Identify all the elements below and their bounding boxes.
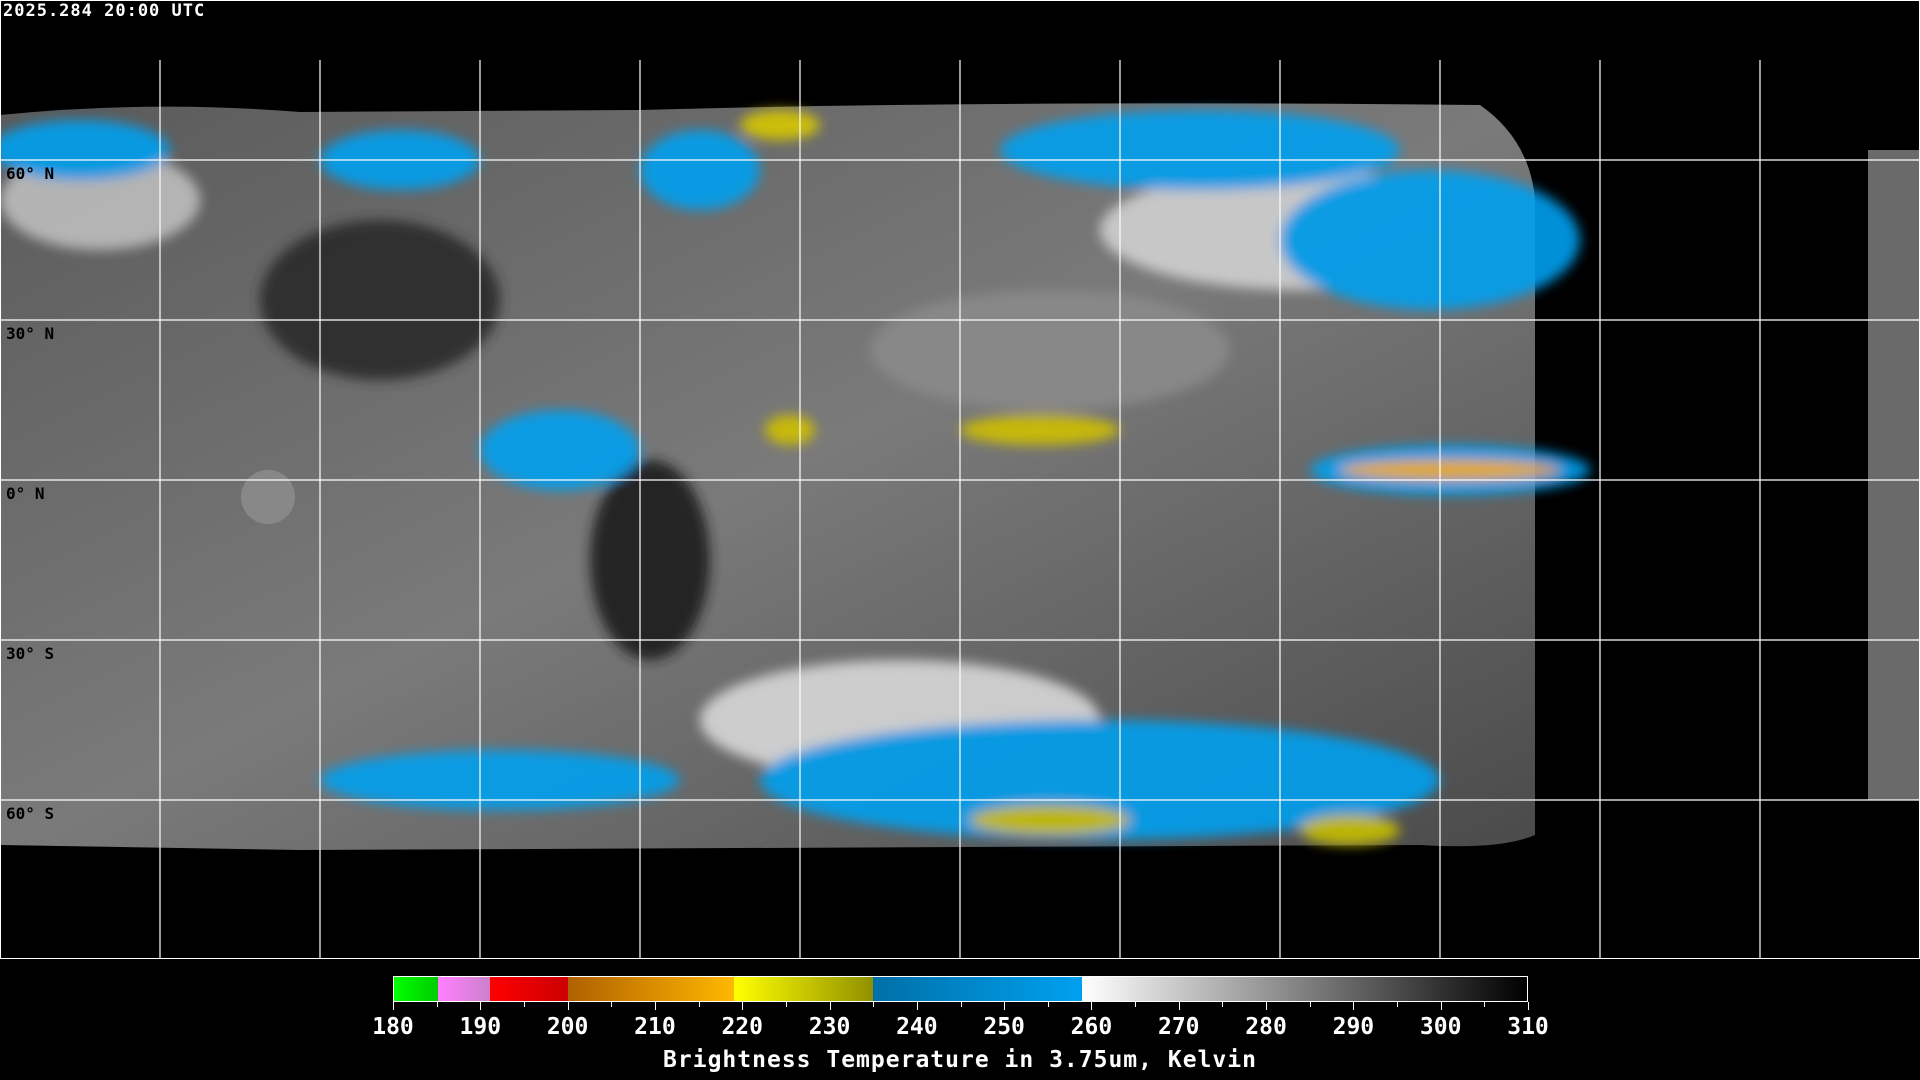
colorbar-tick: [567, 1002, 569, 1010]
colorbar-tick: [698, 1002, 700, 1007]
colorbar-tick: [1047, 1002, 1049, 1007]
colorbar-tick: [742, 1002, 744, 1010]
colorbar-tick-label: 180: [372, 1014, 414, 1040]
colorbar-segment: [873, 977, 1083, 1001]
imagery: [0, 103, 1920, 851]
colorbar-tick: [1353, 1002, 1355, 1010]
colorbar-tick: [436, 1002, 438, 1007]
timestamp: 2025.284 20:00 UTC: [3, 1, 206, 21]
colorbar-tick: [1135, 1002, 1137, 1007]
colorbar-tick-label: 210: [634, 1014, 676, 1040]
colorbar-segment: [437, 977, 490, 1001]
imagery-east-edge: [1868, 150, 1920, 800]
colorbar-tick-label: 280: [1245, 1014, 1287, 1040]
colorbar-tick-label: 260: [1070, 1014, 1113, 1040]
colorbar-tick: [611, 1002, 613, 1007]
colorbar-tick-label: 300: [1419, 1014, 1462, 1040]
colorbar-tick: [1528, 1002, 1529, 1010]
colorbar: [393, 976, 1528, 1002]
colorbar-tick-label: 240: [896, 1014, 938, 1040]
colorbar-tick: [1004, 1002, 1006, 1010]
lat-lon-grid: [0, 60, 1920, 958]
colorbar-tick: [654, 1002, 656, 1010]
colorbar-title: Brightness Temperature in 3.75um, Kelvin: [663, 1047, 1257, 1073]
colorbar-tick: [785, 1002, 787, 1007]
lat-label-0n: 0° N: [6, 484, 45, 503]
colorbar-tick: [1309, 1002, 1311, 1007]
lat-label-30s: 30° S: [6, 644, 55, 663]
colorbar-segment: [733, 977, 874, 1001]
colorbar-segment: [489, 977, 569, 1001]
sun-glint: [241, 470, 295, 524]
colorbar-tick-label: 190: [459, 1014, 502, 1040]
colorbar-tick: [1484, 1002, 1486, 1007]
colorbar-tick-label: 310: [1507, 1014, 1549, 1040]
colorbar-tick: [1266, 1002, 1268, 1010]
colorbar-tick: [1091, 1002, 1093, 1010]
colorbar-tick: [916, 1002, 918, 1010]
colorbar-tick: [523, 1002, 525, 1007]
colorbar-tick: [829, 1002, 831, 1010]
colorbar-tick-label: 250: [983, 1014, 1025, 1040]
colorbar-tick: [480, 1002, 482, 1010]
lat-label-30n: 30° N: [6, 324, 55, 343]
colorbar-tick-label: 290: [1332, 1014, 1375, 1040]
lat-label-60n: 60° N: [6, 164, 55, 183]
lat-label-60s: 60° S: [6, 804, 55, 823]
colorbar-tick: [1222, 1002, 1224, 1007]
colorbar-tick: [873, 1002, 875, 1007]
colorbar-tick: [960, 1002, 962, 1007]
colorbar-tick-label: 230: [808, 1014, 851, 1040]
colorbar-tick-label: 270: [1157, 1014, 1200, 1040]
colorbar-tick-label: 200: [546, 1014, 589, 1040]
colorbar-segment: [1082, 977, 1527, 1001]
colorbar-tick: [1440, 1002, 1442, 1010]
colorbar-segment: [568, 977, 734, 1001]
colorbar-tick: [393, 1002, 394, 1010]
colorbar-segment: [394, 977, 438, 1001]
satellite-map: [0, 0, 1920, 960]
colorbar-tick: [1397, 1002, 1399, 1007]
colorbar-tick-label: 220: [721, 1014, 763, 1040]
colorbar-tick: [1178, 1002, 1180, 1010]
